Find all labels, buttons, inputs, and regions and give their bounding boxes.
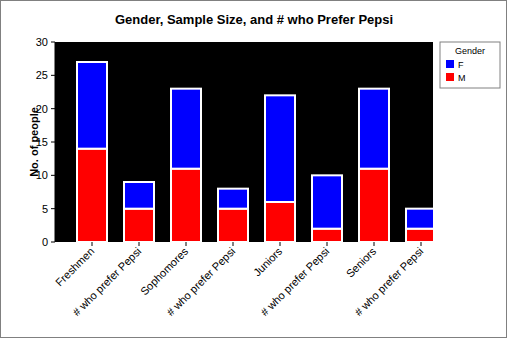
- y-tick-label: 30: [36, 36, 48, 48]
- x-tick-label: # who prefer Pepsi: [164, 245, 237, 318]
- legend-label: F: [458, 60, 464, 70]
- x-tick: [92, 242, 93, 246]
- bar: [406, 229, 433, 242]
- x-tick-label: # who prefer Pepsi: [352, 245, 425, 318]
- legend-box: [440, 42, 500, 88]
- y-tick: [51, 42, 55, 43]
- x-tick: [374, 242, 375, 246]
- background: [1, 1, 507, 338]
- bar: [77, 149, 107, 242]
- plot-area: [55, 42, 433, 242]
- x-tick-label: Freshmen: [53, 245, 97, 289]
- x-tick: [233, 242, 234, 246]
- bar: [171, 169, 201, 242]
- chart: Gender, Sample Size, and # who Prefer Pe…: [0, 0, 507, 338]
- bar: [77, 62, 107, 149]
- legend-swatch: [446, 73, 454, 81]
- x-tick: [280, 242, 281, 246]
- x-tick-label: # who prefer Pepsi: [258, 245, 331, 318]
- x-tick-label: # who prefer Pepsi: [70, 245, 143, 318]
- y-tick: [51, 175, 55, 176]
- legend-label: M: [458, 73, 466, 83]
- bar: [312, 229, 342, 242]
- title: Gender, Sample Size, and # who Prefer Pe…: [115, 12, 393, 27]
- bar: [359, 169, 389, 242]
- x-tick-label: Sophomores: [138, 245, 191, 298]
- y-tick: [51, 242, 55, 243]
- x-tick-label: Juniors: [251, 245, 285, 279]
- bar: [265, 202, 295, 242]
- y-tick: [51, 75, 55, 76]
- x-tick: [186, 242, 187, 246]
- x-tick-label: Seniors: [344, 245, 379, 280]
- bar: [124, 209, 154, 242]
- bar: [171, 89, 201, 169]
- x-tick: [421, 242, 422, 246]
- bar: [406, 209, 433, 229]
- bars: [77, 62, 433, 242]
- legend-title: Gender: [455, 46, 485, 56]
- y-tick-label: 5: [42, 203, 48, 215]
- bar: [359, 89, 389, 169]
- legend-swatch: [446, 60, 454, 68]
- x-tick: [327, 242, 328, 246]
- y-axis-label: No. of people: [28, 107, 40, 177]
- y-tick: [51, 142, 55, 143]
- bar: [312, 175, 342, 228]
- bar: [124, 182, 154, 209]
- y-tick-label: 25: [36, 69, 48, 81]
- y-tick-label: 0: [42, 236, 48, 248]
- bar: [218, 189, 248, 209]
- x-tick: [139, 242, 140, 246]
- y-tick: [51, 208, 55, 209]
- bar: [218, 209, 248, 242]
- bar: [265, 95, 295, 202]
- y-tick: [51, 108, 55, 109]
